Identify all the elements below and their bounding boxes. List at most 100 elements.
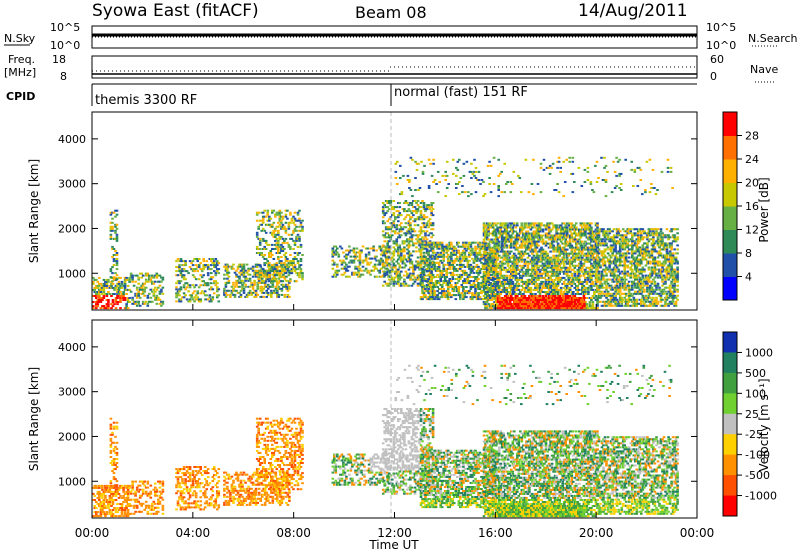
power-cell-1727 (397, 232, 400, 235)
power-cell-4018 (544, 234, 548, 237)
power-cell-1648 (391, 252, 394, 255)
power-cell-4504 (572, 228, 575, 231)
power-cell-2170 (424, 255, 427, 258)
power-cell-1076 (272, 235, 276, 238)
power-cell-18 (95, 295, 98, 297)
power-cell-2374 (442, 257, 445, 260)
power-cell-2197 (427, 269, 430, 272)
power-cell-3550 (519, 270, 522, 273)
power-cell-3054 (490, 224, 493, 227)
power-cell-4926 (495, 301, 498, 303)
power-cell-1609 (387, 270, 391, 273)
power-cell-2936 (484, 260, 487, 263)
power-cell-4845 (593, 307, 596, 310)
power-cell-2603 (465, 249, 468, 252)
power-cell-251 (115, 227, 119, 230)
power-cell-949 (255, 245, 259, 248)
power-cell-3112 (494, 286, 498, 289)
power-cell-4895 (596, 303, 599, 306)
power-cell-4656 (581, 232, 584, 235)
power-cell-1719 (397, 262, 400, 265)
power-cell-2321 (437, 263, 441, 266)
power-cell-752 (251, 265, 255, 268)
power-cell-966 (258, 270, 262, 273)
power-cell-4191 (555, 282, 558, 285)
power-cell-3583 (520, 246, 524, 249)
power-cell-4541 (575, 254, 578, 257)
power-cell-2634 (468, 241, 471, 244)
power-cell-1281 (296, 245, 300, 248)
power-cell-4497 (572, 256, 575, 259)
power-cell-3936 (540, 250, 543, 253)
power-cell-824 (266, 293, 270, 296)
power-cell-424 (179, 272, 183, 275)
power-cell-1845 (407, 224, 411, 227)
power-cell-20 (95, 291, 98, 293)
power-cell-1169 (281, 237, 285, 240)
power-cell-3818 (534, 270, 537, 273)
power-cell-3827 (534, 244, 537, 247)
power-cell-1440 (363, 269, 366, 272)
power-cell-4367 (564, 228, 567, 231)
power-cell-2775 (481, 243, 485, 246)
power-cell-4499 (572, 252, 575, 255)
power-cell-2209 (428, 290, 432, 293)
power-cell-1147 (280, 262, 283, 265)
power-cell-631 (226, 269, 229, 272)
power-cell-2935 (484, 262, 487, 265)
power-cell-2229 (430, 288, 433, 290)
power-cell-1932 (415, 210, 418, 213)
power-cell-3142 (496, 284, 499, 287)
power-cell-4425 (567, 222, 570, 225)
power-cell-4073 (547, 232, 551, 235)
power-cell-2860 (492, 298, 495, 301)
power-cell-564 (210, 278, 213, 281)
power-cell-4802 (590, 264, 593, 267)
power-cell-1872 (410, 284, 414, 287)
power-cell-1963 (418, 244, 421, 247)
power-cell-3096 (493, 252, 496, 255)
power-cell-350 (154, 298, 157, 301)
power-cell-2129 (419, 241, 423, 244)
power-cell-4814 (590, 236, 593, 239)
power-cell-3716 (528, 238, 531, 241)
power-cell-3337 (506, 291, 510, 293)
power-cell-1292 (298, 252, 301, 254)
power-cell-289 (137, 278, 140, 281)
power-cell-353 (154, 286, 157, 289)
power-cell-2531 (459, 294, 462, 297)
power-cell-627 (226, 281, 229, 284)
power-cell-4799 (590, 274, 593, 277)
power-cell-4204 (555, 248, 558, 251)
power-cell-4726 (585, 260, 589, 263)
power-cell-192 (128, 278, 131, 281)
power-cell-2365 (442, 288, 445, 290)
power-cell-1182 (283, 225, 286, 228)
power-cell-3042 (490, 268, 493, 271)
power-cell-759 (253, 271, 256, 274)
power-cell-1951 (416, 210, 420, 213)
power-cell-107 (111, 293, 115, 295)
power-cell-4299 (561, 266, 564, 269)
power-cell-730 (247, 273, 250, 276)
power-cell-1051 (269, 252, 273, 254)
power-cell-1032 (266, 209, 269, 212)
power-cell-3756 (531, 268, 534, 271)
power-cell-1758 (400, 260, 403, 263)
power-cell-3753 (531, 276, 534, 279)
power-cell-2125 (419, 255, 423, 258)
power-cell-889 (277, 281, 281, 284)
power-cell-1122 (277, 225, 280, 228)
power-cell-3082 (493, 307, 496, 310)
power-cell-4612 (579, 293, 583, 295)
power-cell-3757 (531, 266, 534, 269)
power-cell-489 (194, 294, 198, 297)
power-cell-4960 (504, 301, 507, 303)
power-cell-583 (213, 262, 216, 265)
power-cell-4596 (578, 262, 581, 265)
power-cell-2485 (453, 259, 456, 262)
power-cell-2475 (451, 245, 455, 248)
power-cell-274 (134, 274, 137, 277)
power-cell-717 (244, 279, 247, 282)
power-cell-359 (155, 294, 159, 297)
